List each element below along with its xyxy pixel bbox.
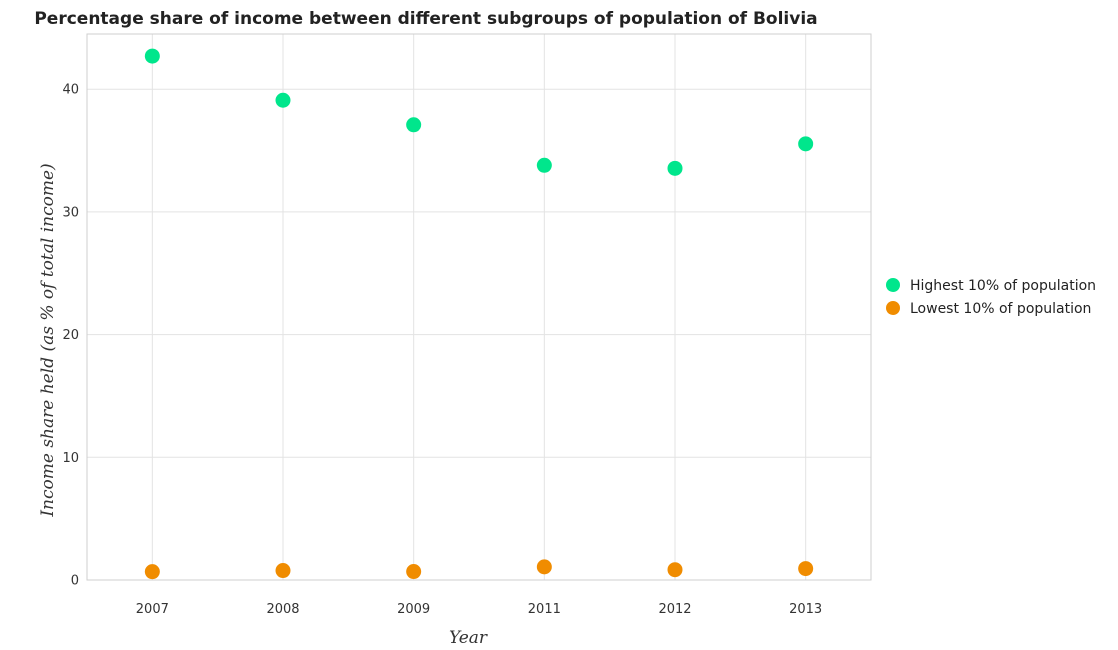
x-tick-label: 2007: [136, 602, 169, 617]
y-tick-label: 40: [62, 83, 79, 98]
x-ticks: 2007 2008 2009 2011 2012 2013: [136, 602, 822, 617]
legend-marker-2: [886, 301, 900, 315]
x-tick-label: 2008: [266, 602, 299, 617]
x-axis-title: Year: [449, 628, 488, 648]
point-series-2-2009: [406, 564, 422, 580]
y-axis-title: Income share held (as % of total income): [38, 163, 58, 517]
point-series-1-2009: [406, 117, 422, 133]
y-tick-label: 0: [71, 574, 79, 589]
point-series-2-2013: [798, 561, 814, 577]
y-tick-label: 20: [62, 328, 79, 343]
y-ticks: 0 10 20 30 40: [62, 83, 79, 589]
x-tick-label: 2011: [528, 602, 561, 617]
x-tick-label: 2013: [789, 602, 822, 617]
point-series-2-2007: [144, 564, 160, 580]
legend: Highest 10% of population Lowest 10% of p…: [886, 278, 1096, 317]
plot-frame: [86, 33, 872, 581]
legend-label-1: Highest 10% of population: [910, 278, 1096, 294]
x-tick-label: 2012: [658, 602, 691, 617]
point-series-1-2011: [536, 157, 552, 173]
data-points: [144, 48, 814, 580]
chart-title: Percentage share of income between diffe…: [34, 9, 817, 29]
grid-lines: [87, 34, 871, 581]
y-tick-label: 10: [62, 451, 79, 466]
point-series-2-2012: [667, 562, 683, 578]
point-series-2-2008: [275, 563, 291, 579]
point-series-2-2011: [536, 559, 552, 575]
legend-marker-1: [886, 278, 900, 292]
x-tick-label: 2009: [397, 602, 430, 617]
point-series-1-2012: [667, 160, 683, 176]
point-series-1-2008: [275, 92, 291, 108]
point-series-1-2013: [798, 136, 814, 152]
point-series-1-2007: [144, 48, 160, 64]
legend-label-2: Lowest 10% of population: [910, 301, 1091, 317]
y-tick-label: 30: [62, 205, 79, 220]
